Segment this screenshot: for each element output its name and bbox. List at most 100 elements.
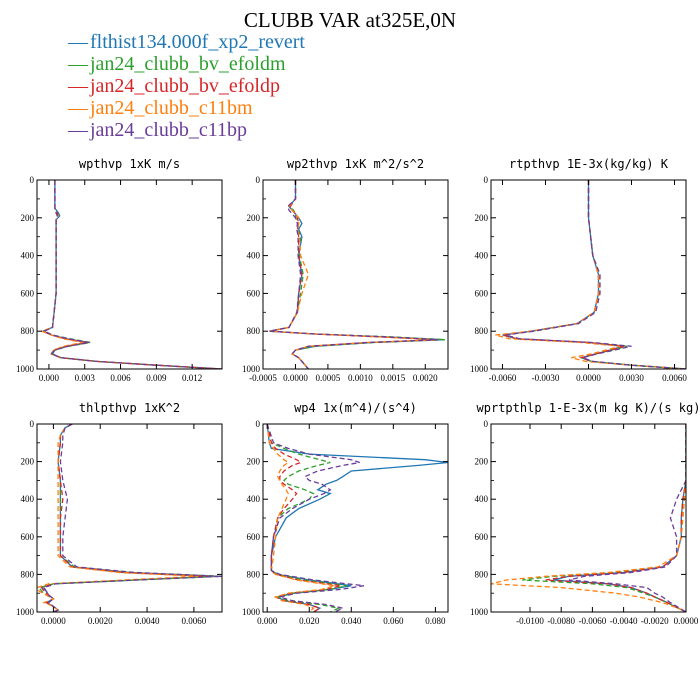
series-line	[41, 180, 222, 369]
chart-panel: rtpthvp 1E-3x(kg/kg) K02004006008001000-…	[470, 157, 687, 383]
x-tick-label: 0.006	[110, 373, 131, 383]
chart-panel: wprtpthlp 1-E-3x(m kg K)/(s kg) 0 200 400 60…	[470, 401, 700, 626]
y-tick-label: 600	[21, 532, 35, 542]
series-line	[491, 424, 686, 612]
panel-title: wp4 1x(m^4)/(s^4)	[294, 401, 417, 415]
y-tick-label: 600	[475, 532, 489, 542]
y-tick-label: 1000	[242, 607, 261, 617]
x-tick-label: -0.0060	[489, 373, 517, 383]
chart-panel: wpthvp 1xK m/s 0 200 400 600 800 1000 0.000 0.00…	[16, 157, 223, 383]
x-tick-label: 0.0060	[182, 616, 207, 626]
x-tick-label: 0.0040	[135, 616, 160, 626]
panel-title: wpthvp 1xK m/s	[79, 157, 180, 171]
y-tick-label: 0	[30, 419, 35, 429]
y-tick-label: 800	[475, 326, 489, 336]
legend-line-icon: —	[68, 75, 88, 97]
series-line	[266, 424, 365, 612]
series-line	[41, 180, 222, 369]
legend-item: — jan24_clubb_c11bp	[68, 119, 305, 141]
y-tick-label: 1000	[470, 607, 489, 617]
x-tick-label: 0.060	[383, 616, 404, 626]
y-tick-label: 200	[247, 213, 261, 223]
x-tick-label: 0.000	[39, 373, 60, 383]
series-line	[42, 180, 222, 369]
x-tick-label: 0.0030	[619, 373, 644, 383]
x-tick-label: 0.0005	[316, 373, 341, 383]
panel-title: thlpthvp 1xK^2	[79, 401, 180, 415]
legend-item: — jan24_clubb_bv_efoldm	[68, 53, 305, 75]
series-line	[269, 180, 439, 369]
x-tick-label: 0.020	[299, 616, 320, 626]
series-line	[37, 424, 199, 612]
y-tick-label: 400	[475, 494, 489, 504]
y-tick-label: 0	[484, 419, 489, 429]
y-tick-label: 400	[21, 494, 35, 504]
legend-line-icon: —	[68, 53, 88, 75]
legend-label: jan24_clubb_c11bm	[90, 97, 253, 119]
x-tick-label: 0.012	[182, 373, 202, 383]
y-tick-label: 0	[30, 175, 35, 185]
x-tick-label: -0.0030	[532, 373, 560, 383]
series-line	[502, 180, 686, 369]
series-line	[545, 424, 686, 612]
x-tick-label: -0.0100	[516, 616, 544, 626]
legend-item: — flthist134.000f_xp2_revert	[68, 31, 305, 53]
x-tick-label: 0.0000	[576, 373, 601, 383]
y-tick-label: 200	[475, 213, 489, 223]
y-tick-label: 800	[247, 326, 261, 336]
series-line	[42, 424, 222, 612]
x-tick-label: -0.0020	[641, 616, 669, 626]
y-tick-label: 400	[475, 251, 489, 261]
x-tick-label: 0.0020	[88, 616, 113, 626]
y-tick-label: 400	[247, 494, 261, 504]
y-tick-label: 0	[484, 175, 489, 185]
series-line	[568, 424, 686, 612]
y-tick-label: 800	[21, 569, 35, 579]
y-tick-label: 1000	[16, 607, 35, 617]
legend-item: — jan24_clubb_bv_efoldp	[68, 75, 305, 97]
plot-frame	[490, 423, 687, 613]
panel-title: rtpthvp 1E-3x(kg/kg) K	[509, 157, 669, 171]
y-tick-label: 400	[21, 251, 35, 261]
x-tick-label: 0.0020	[413, 373, 438, 383]
figure-title: CLUBB VAR at325E,0N	[243, 8, 457, 32]
legend-line-icon: —	[68, 119, 88, 141]
x-tick-label: -0.0080	[547, 616, 575, 626]
chart-panel: wp2thvp 1xK m^2/s^2 0 200 400 600 800 1000-0.0…	[242, 157, 449, 383]
panel-title: wp2thvp 1xK m^2/s^2	[287, 157, 424, 171]
x-tick-label: -0.0060	[579, 616, 607, 626]
x-tick-label: 0.040	[341, 616, 362, 626]
x-tick-label: 0.0015	[380, 373, 405, 383]
x-tick-label: 0.0010	[348, 373, 373, 383]
legend-label: jan24_clubb_bv_efoldm	[90, 53, 286, 75]
y-tick-label: 1000	[16, 364, 35, 374]
x-tick-label: 0.0000	[674, 616, 699, 626]
y-tick-label: 600	[247, 532, 261, 542]
series-line	[505, 180, 686, 369]
legend: — flthist134.000f_xp2_revert — jan24_clubb…	[68, 31, 305, 141]
x-tick-label: 0.003	[75, 373, 96, 383]
legend-item: — jan24_clubb_c11bm	[68, 97, 305, 119]
series-line	[495, 180, 686, 369]
y-tick-label: 0	[256, 419, 261, 429]
series-line	[502, 180, 686, 369]
legend-line-icon: —	[68, 97, 88, 119]
x-tick-label: 0.009	[146, 373, 167, 383]
legend-label: jan24_clubb_bv_efoldp	[90, 75, 280, 97]
y-tick-label: 800	[475, 569, 489, 579]
y-tick-label: 600	[247, 288, 261, 298]
x-tick-label: 0.0060	[662, 373, 687, 383]
y-tick-label: 0	[256, 175, 261, 185]
x-tick-label: 0.0000	[283, 373, 308, 383]
y-tick-label: 200	[247, 457, 261, 467]
series-line	[42, 180, 222, 369]
y-tick-label: 1000	[470, 364, 489, 374]
x-tick-label: 0.000	[257, 616, 278, 626]
series-line	[266, 424, 348, 612]
x-tick-label: -0.0005	[249, 373, 277, 383]
series-line	[502, 180, 686, 369]
chart-panel: thlpthvp 1xK^2 0 200 400 600 800 1000 0.0000 0.0…	[16, 401, 223, 626]
y-tick-label: 200	[21, 213, 35, 223]
